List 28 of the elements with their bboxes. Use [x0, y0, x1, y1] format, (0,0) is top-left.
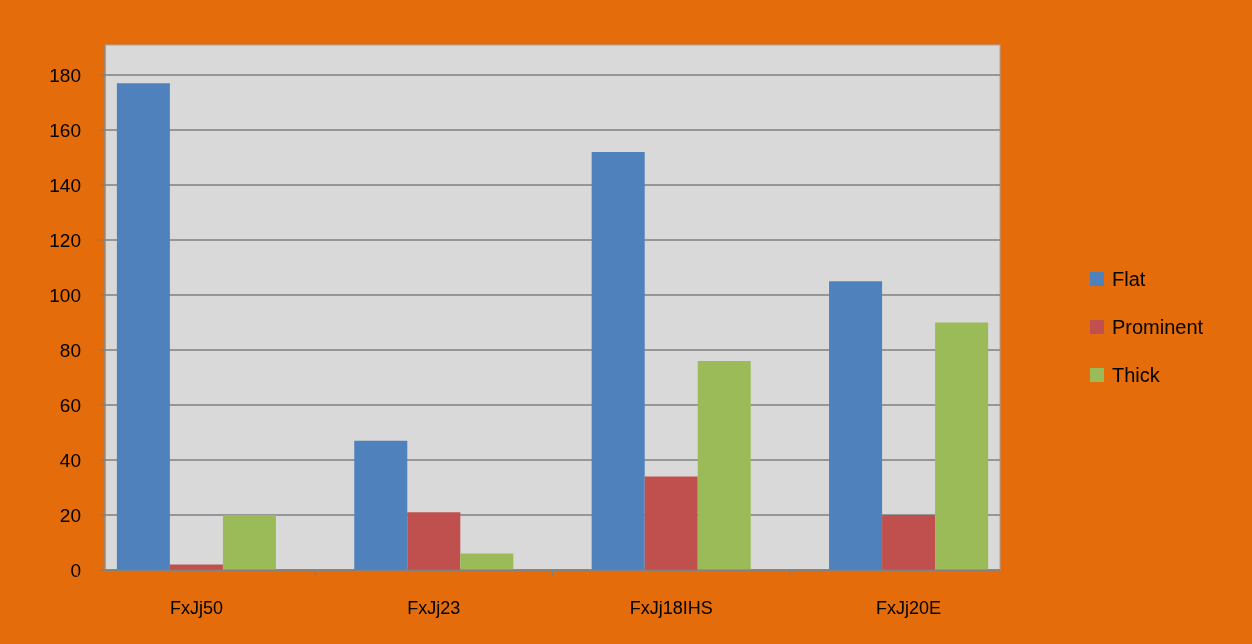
y-tick-label: 80 [59, 339, 81, 361]
y-tick-label: 60 [59, 394, 81, 416]
y-tick-label: 140 [49, 174, 81, 196]
x-tick-label: FxJj23 [407, 598, 461, 618]
legend-label: Thick [1112, 364, 1161, 386]
y-tick-label: 180 [49, 64, 81, 86]
bar [697, 361, 751, 570]
y-tick-label: 100 [49, 284, 81, 306]
x-tick-label: FxJj50 [169, 598, 223, 618]
bar [116, 83, 170, 570]
y-tick-label: 40 [59, 449, 81, 471]
bar [882, 515, 936, 570]
x-tick-label: FxJj20E [876, 598, 942, 618]
bar [460, 553, 514, 570]
bar [407, 512, 461, 570]
bar [591, 152, 645, 570]
legend-label: Flat [1112, 268, 1146, 290]
x-tick-label: FxJj18IHS [629, 598, 713, 618]
y-tick-label: 20 [59, 504, 81, 526]
bar [935, 322, 989, 570]
bar [644, 476, 698, 570]
bar [829, 281, 883, 570]
y-tick-label: 0 [70, 559, 81, 581]
legend-label: Prominent [1112, 316, 1204, 338]
bar [354, 440, 408, 570]
y-tick-label: 160 [49, 119, 81, 141]
y-tick-label: 120 [49, 229, 81, 251]
bar [222, 515, 276, 570]
